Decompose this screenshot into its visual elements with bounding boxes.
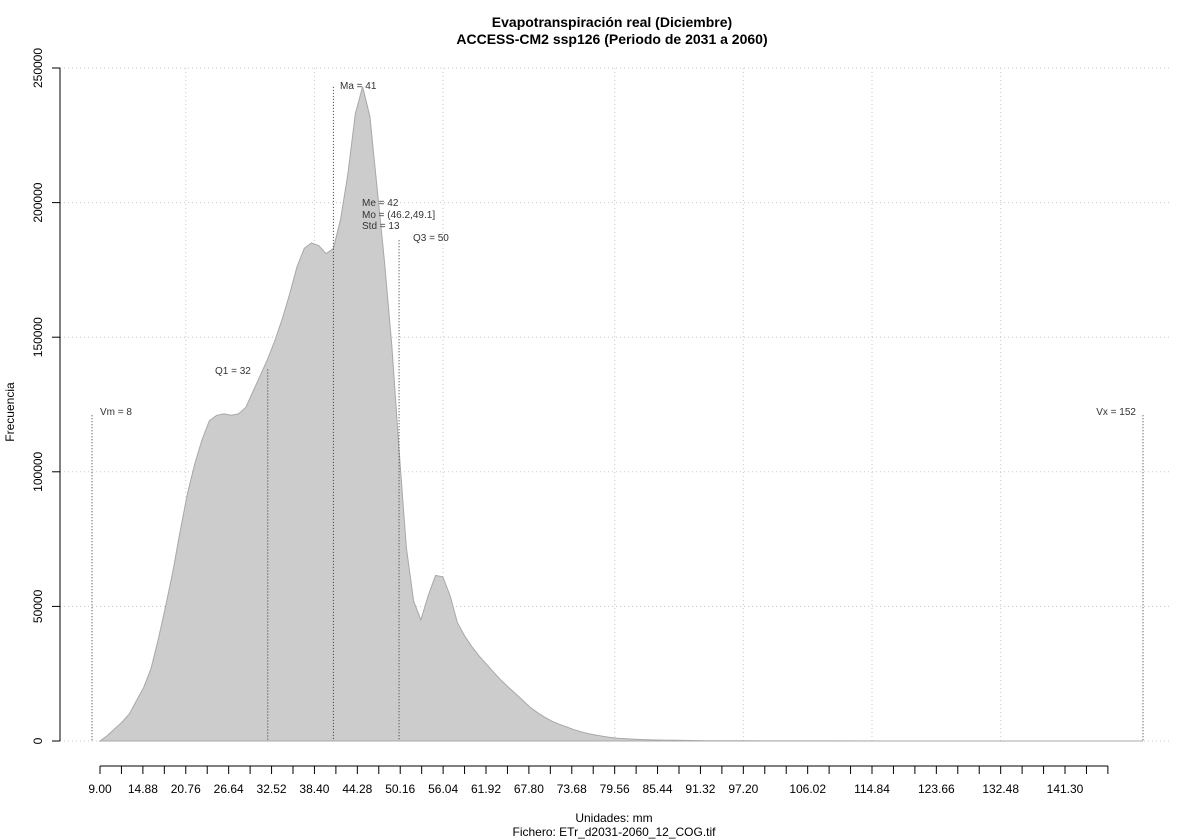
y-tick-label: 0 [31,737,45,744]
x-tick-label: 44.28 [342,782,372,796]
x-axis: 9.00 14.88 20.76 26.64 32.52 38.40 44.28 50.16 5… [88,765,1109,796]
stat-annotation: Ma = 41 [340,81,377,92]
y-tick-label: 150000 [31,317,45,357]
chart-caption: Fichero: ETr_d2031-2060_12_COG.tif [513,825,717,839]
x-tick-label: 32.52 [257,782,287,796]
x-tick-label: 132.48 [982,782,1019,796]
chart-title: Evapotranspiración real (Diciembre) [492,14,732,30]
x-tick-label: 79.56 [600,782,630,796]
stat-annotation: Q3 = 50 [413,233,449,244]
x-axis-label: Unidades: mm [575,811,652,825]
stat-annotation: Std = 13 [362,221,400,232]
x-tick-label: 61.92 [471,782,501,796]
x-tick-label: 85.44 [643,782,673,796]
area-layer [98,86,1143,742]
y-axis-label: Frecuencia [3,382,17,442]
x-tick-label: 9.00 [88,782,112,796]
x-tick-label: 20.76 [171,782,201,796]
x-tick-label: 123.66 [918,782,955,796]
x-tick-label: 67.80 [514,782,544,796]
stat-annotation: Q1 = 32 [215,366,251,377]
chart-subtitle: ACCESS-CM2 ssp126 (Periodo de 2031 a 206… [456,31,767,47]
stat-annotation: Mo = (46.2,49.1] [362,210,435,221]
x-tick-label: 106.02 [789,782,826,796]
x-tick-label: 56.04 [428,782,458,796]
x-tick-label: 38.40 [299,782,329,796]
y-tick-label: 100000 [31,451,45,491]
y-tick-label: 200000 [31,182,45,222]
x-tick-label: 114.84 [854,782,890,796]
density-area [98,86,1143,742]
y-tick-label: 250000 [31,48,45,88]
stat-annotation: Me = 42 [362,198,399,209]
x-tick-label: 50.16 [385,782,415,796]
x-tick-label: 141.30 [1047,782,1084,796]
x-tick-label: 73.68 [557,782,587,796]
stat-annotation: Vm = 8 [100,407,132,418]
x-tick-label: 97.20 [728,782,758,796]
stat-annotation: Vx = 152 [1096,407,1136,418]
marker-layer [91,86,1144,741]
x-tick-label: 14.88 [128,782,158,796]
x-tick-label: 26.64 [214,782,244,796]
x-tick-label: 91.32 [685,782,715,796]
y-axis: 0 50000 100000 150000 200000 250000 [31,48,61,744]
y-tick-label: 50000 [31,589,45,623]
